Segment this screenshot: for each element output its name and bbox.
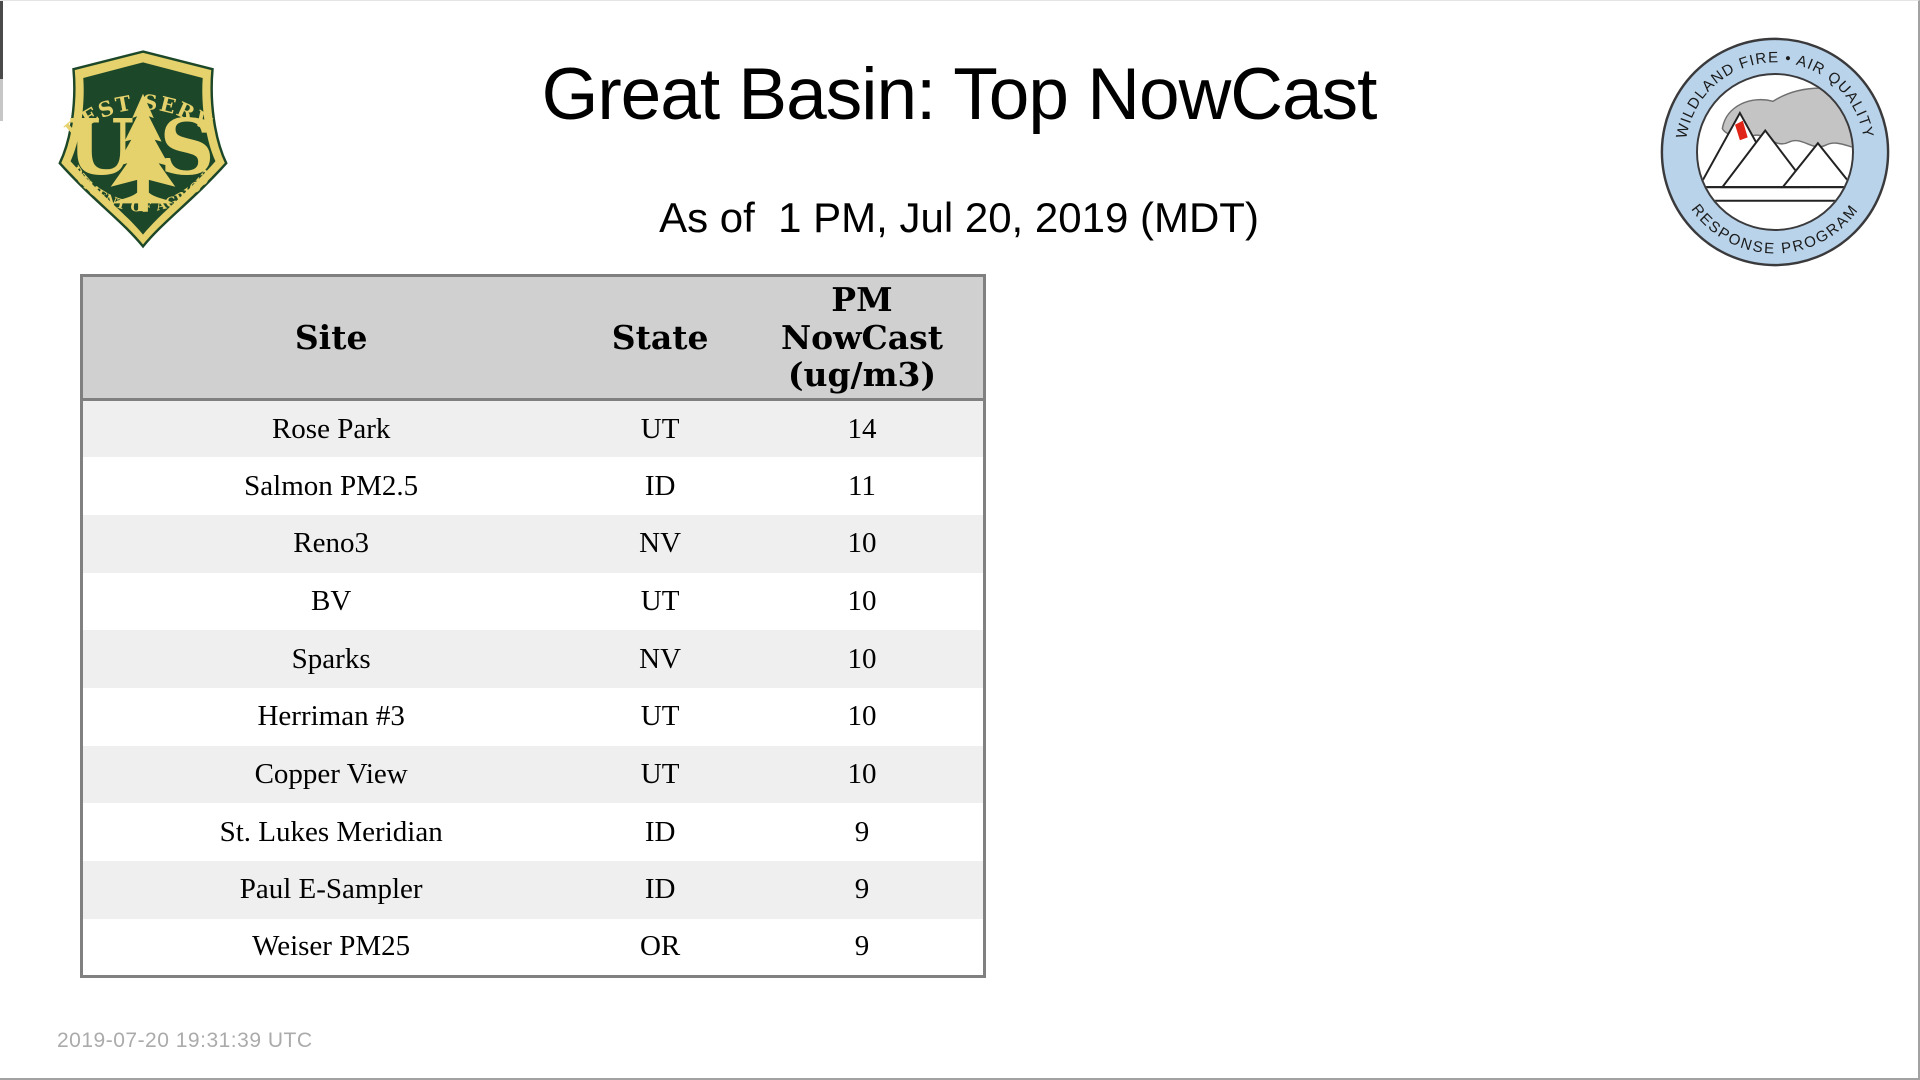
cell-state: UT [579, 399, 741, 458]
page-subtitle: As of 1 PM, Jul 20, 2019 (MDT) [659, 194, 1259, 241]
cell-state: NV [579, 514, 741, 573]
table-row: Paul E-Sampler ID 9 [81, 861, 985, 919]
cell-site: Rose Park [81, 399, 580, 458]
table-row: Rose Park UT 14 [81, 399, 985, 458]
cell-nowcast: 10 [740, 745, 985, 804]
table-row: Weiser PM25 OR 9 [81, 918, 985, 977]
table-header-row: Site State PM NowCast (ug/m3) [81, 275, 985, 401]
cell-state: ID [579, 861, 741, 919]
col-header-site: Site [81, 275, 580, 401]
col-header-state: State [579, 275, 741, 401]
cell-state: UT [579, 745, 741, 804]
forest-service-logo-icon: FOREST SERVICE U S DEPARTMENT OF AGRICUL… [50, 47, 228, 249]
cell-nowcast: 9 [740, 803, 985, 861]
cell-site: Reno3 [81, 514, 580, 573]
cell-site: Herriman #3 [81, 687, 580, 746]
window-edge-artifact [0, 1, 3, 79]
table-row: Reno3 NV 10 [81, 514, 985, 573]
cell-site: Copper View [81, 745, 580, 804]
table-row: Sparks NV 10 [81, 630, 985, 688]
col-header-pm-nowcast: PM NowCast (ug/m3) [740, 275, 985, 401]
table-body: Rose Park UT 14 Salmon PM2.5 ID 11 Reno3… [81, 399, 985, 977]
cell-nowcast: 10 [740, 514, 985, 573]
cell-nowcast: 11 [740, 457, 985, 515]
cell-state: UT [579, 572, 741, 631]
cell-state: UT [579, 687, 741, 746]
cell-nowcast: 10 [740, 630, 985, 688]
cell-site: St. Lukes Meridian [81, 803, 580, 861]
cell-site: Weiser PM25 [81, 918, 580, 977]
cell-site: Salmon PM2.5 [81, 457, 580, 515]
cell-nowcast: 14 [740, 399, 985, 458]
table-row: Salmon PM2.5 ID 11 [81, 457, 985, 515]
cell-nowcast: 9 [740, 861, 985, 919]
cell-nowcast: 10 [740, 572, 985, 631]
window-edge-artifact-light [0, 79, 3, 121]
fs-pine-tree-icon [110, 93, 176, 212]
cell-state: NV [579, 630, 741, 688]
cell-site: Sparks [81, 630, 580, 688]
cell-state: ID [579, 457, 741, 515]
table-row: St. Lukes Meridian ID 9 [81, 803, 985, 861]
cell-site: BV [81, 572, 580, 631]
nowcast-table: Site State PM NowCast (ug/m3) Rose Park … [80, 274, 986, 978]
table-row: BV UT 10 [81, 572, 985, 631]
cell-nowcast: 9 [740, 918, 985, 977]
page-title: Great Basin: Top NowCast [541, 54, 1378, 135]
cell-state: OR [579, 918, 741, 977]
table-row: Copper View UT 10 [81, 745, 985, 804]
flame-icon [1735, 120, 1748, 141]
wfaqrp-logo-icon: WILDLAND FIRE • AIR QUALITY RESPONSE PRO… [1660, 37, 1890, 267]
table-row: Herriman #3 UT 10 [81, 687, 985, 746]
cell-site: Paul E-Sampler [81, 861, 580, 919]
footer-timestamp: 2019-07-20 19:31:39 UTC [57, 1029, 313, 1052]
cell-nowcast: 10 [740, 687, 985, 746]
cell-state: ID [579, 803, 741, 861]
